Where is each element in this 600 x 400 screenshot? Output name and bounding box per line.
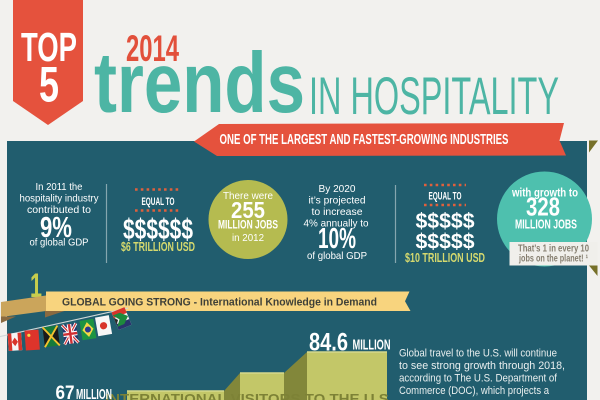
svg-text:contributed to: contributed to [27,204,91,216]
svg-text:$6 TRILLION USD: $6 TRILLION USD [121,239,195,254]
svg-text:Global travel to the U.S. will: Global travel to the U.S. will continue [399,348,557,360]
svg-text:By 2020: By 2020 [319,183,356,195]
svg-text:ONE OF THE LARGEST AND FASTEST: ONE OF THE LARGEST AND FASTEST-GROWING I… [220,132,509,148]
svg-text:with growth to: with growth to [511,186,578,200]
svg-text:67: 67 [56,383,75,400]
svg-text:255: 255 [231,197,265,223]
svg-text:it’s projected: it’s projected [309,195,366,207]
svg-text:9%: 9% [40,212,72,244]
svg-text:2014: 2014 [126,28,179,69]
svg-text:1: 1 [30,267,42,305]
svg-text:MILLION JOBS: MILLION JOBS [218,218,278,232]
svg-text:$$$$$: $$$$$ [416,231,475,254]
svg-text:to increase: to increase [312,206,363,218]
svg-text:That’s 1 in every 10: That’s 1 in every 10 [518,243,589,254]
svg-text:IN HOSPITALITY: IN HOSPITALITY [309,67,559,126]
svg-text:jobs on the planet! ¹: jobs on the planet! ¹ [518,253,588,264]
svg-text:In 2011 the: In 2011 the [36,181,83,193]
svg-text:Commerce (DOC), which projects: Commerce (DOC), which projects a [399,385,550,397]
svg-text:MILLION: MILLION [353,337,391,354]
svg-text:$$$$$$: $$$$$$ [123,214,193,246]
svg-text:trends: trends [94,36,305,131]
svg-text:GLOBAL GOING STRONG - Internat: GLOBAL GOING STRONG - International Know… [62,296,377,308]
svg-text:EQUAL TO: EQUAL TO [429,191,462,203]
svg-text:hospitality industry: hospitality industry [20,193,100,205]
svg-text:$$$$$: $$$$$ [416,210,475,233]
svg-text:MILLION: MILLION [76,386,112,400]
svg-text:328: 328 [526,192,560,222]
svg-text:84.6: 84.6 [309,329,348,357]
svg-text:of global GDP: of global GDP [30,237,89,249]
svg-text:$10 TRILLION USD: $10 TRILLION USD [405,250,485,265]
svg-text:of global GDP: of global GDP [307,250,367,262]
svg-text:TOP: TOP [21,24,77,70]
svg-text:10%: 10% [318,223,356,255]
svg-text:INTERNATIONAL VISITORS TO THE: INTERNATIONAL VISITORS TO THE U.S. [105,391,393,400]
svg-text:in 2012: in 2012 [232,232,264,244]
svg-text:4% annually to: 4% annually to [304,218,369,230]
svg-text:to see strong growth through 2: to see strong growth through 2018, [399,360,565,372]
svg-text:5: 5 [39,57,59,113]
svg-text:according to The U.S. Departme: according to The U.S. Department of [399,373,558,385]
svg-text:EQUAL TO: EQUAL TO [142,196,175,208]
svg-text:MILLION JOBS: MILLION JOBS [515,217,577,232]
svg-text:There were: There were [223,190,273,202]
